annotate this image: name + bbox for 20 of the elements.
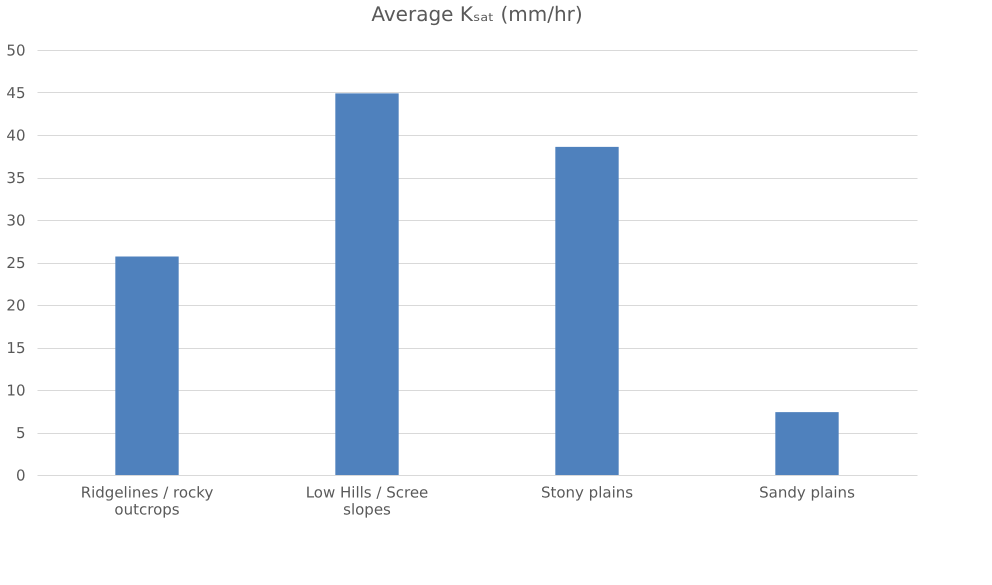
bar bbox=[555, 146, 619, 475]
bar bbox=[775, 412, 839, 475]
y-tick-label: 10 bbox=[6, 382, 26, 400]
chart-title: Average Kₛₐₜ (mm/hr) bbox=[371, 2, 583, 26]
y-tick-label: 20 bbox=[6, 296, 26, 314]
bar bbox=[115, 256, 179, 475]
x-tick-label: Ridgelines / rocky outcrops bbox=[80, 484, 214, 518]
y-tick-label: 35 bbox=[6, 169, 26, 187]
y-tick-label: 50 bbox=[6, 42, 26, 60]
x-tick-label: Low Hills / Scree slopes bbox=[306, 484, 428, 518]
y-tick-label: 40 bbox=[6, 126, 26, 144]
y-tick-label: 15 bbox=[6, 339, 26, 357]
y-tick-label: 25 bbox=[6, 254, 26, 272]
y-tick-label: 5 bbox=[16, 424, 26, 442]
bar bbox=[335, 93, 399, 475]
x-tick-label: Stony plains bbox=[540, 484, 634, 502]
y-tick-label: 45 bbox=[6, 84, 26, 102]
y-tick-label: 30 bbox=[6, 212, 26, 230]
x-tick-label: Sandy plains bbox=[759, 484, 856, 502]
y-tick-label: 0 bbox=[16, 466, 26, 484]
